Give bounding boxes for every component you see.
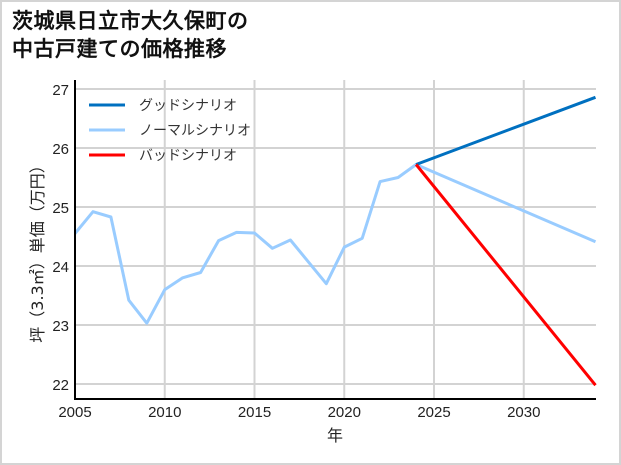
y-tick-label: 27 [52, 82, 69, 99]
series-line [414, 163, 597, 387]
x-tick-label: 2025 [417, 404, 450, 421]
x-tick-label: 2010 [148, 404, 181, 421]
chart-title: 茨城県日立市大久保町の 中古戸建ての価格推移 [12, 7, 249, 63]
legend-label: バッドシナリオ [139, 148, 237, 164]
series-line [415, 95, 597, 166]
y-tick-label: 22 [52, 377, 69, 394]
y-axis-label: 坪（3.3㎡）単価（万円） [28, 157, 47, 342]
title-line-2: 中古戸建ての価格推移 [12, 37, 227, 61]
axes: 2005 2010 2015 2020 2025 2030 22 23 24 25 26 27 [52, 80, 596, 421]
x-tick-label: 2020 [328, 404, 361, 421]
legend-label: ノーマルシナリオ [139, 123, 251, 139]
title-line-1: 茨城県日立市大久保町の [12, 9, 249, 33]
y-tick-label: 26 [52, 141, 69, 158]
series-lines [73, 95, 597, 387]
x-axis-label: 年 [327, 426, 343, 445]
x-tick-label: 2005 [58, 404, 91, 421]
x-tick-label: 2030 [507, 404, 540, 421]
y-tick-label: 24 [52, 259, 69, 276]
grid-lines [75, 80, 596, 399]
legend-label: グッドシナリオ [139, 98, 237, 114]
y-tick-label: 25 [52, 200, 69, 217]
series-line [73, 163, 597, 325]
x-tick-label: 2015 [238, 404, 271, 421]
y-tick-label: 23 [52, 318, 69, 335]
